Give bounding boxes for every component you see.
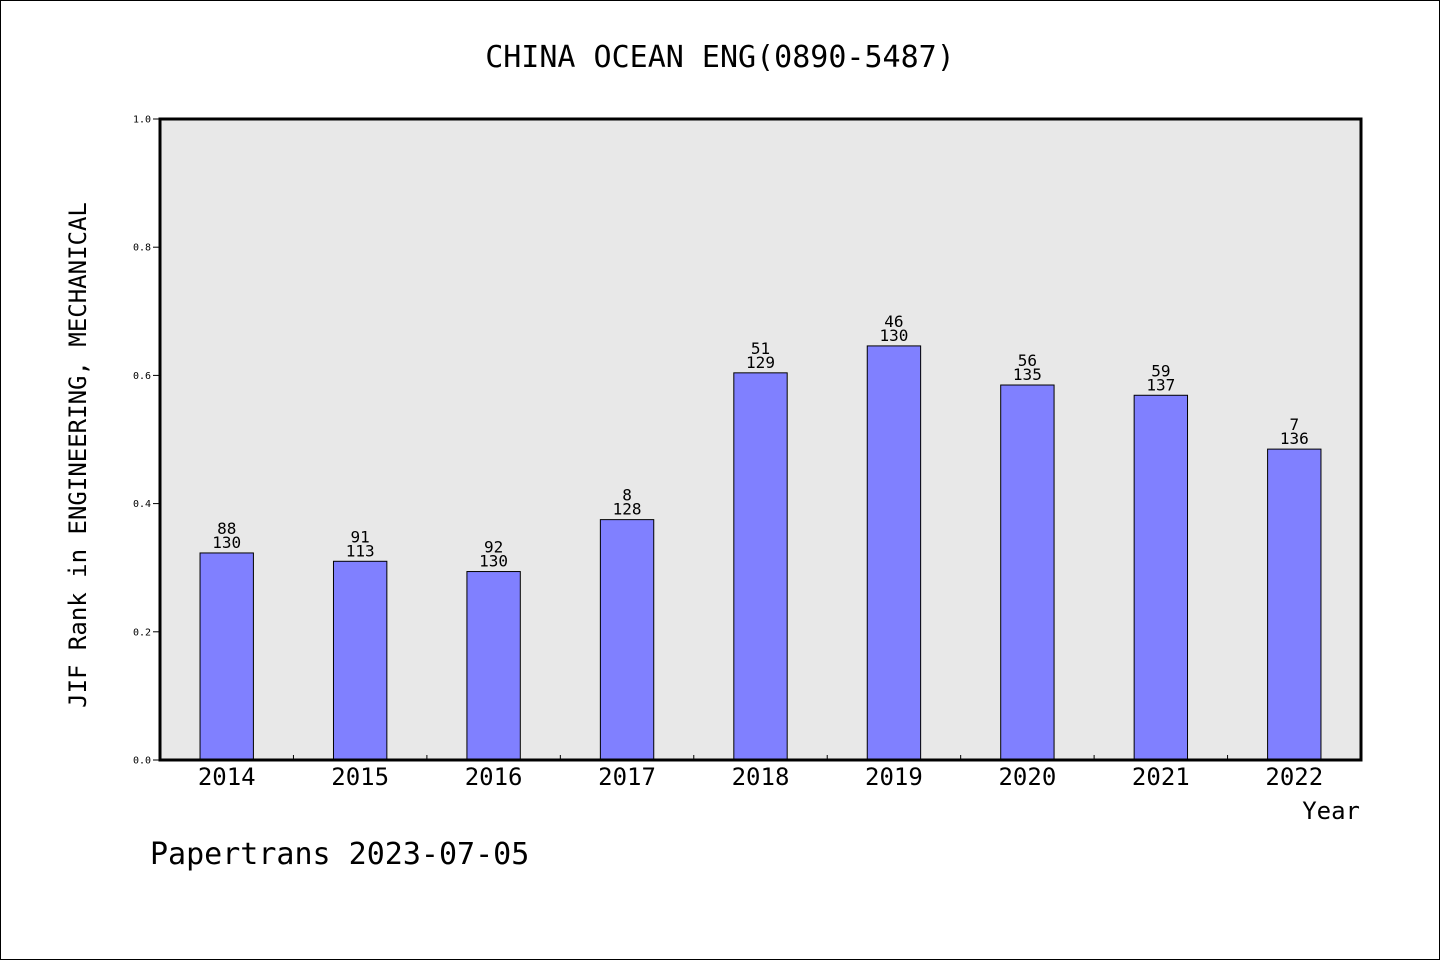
bar <box>1133 394 1189 761</box>
y-tick-label: 0.4 <box>133 499 151 510</box>
footer-text: Papertrans 2023-07-05 <box>150 837 529 872</box>
bar-rank-label: 8 <box>622 486 632 505</box>
y-tick-label: 0.0 <box>133 756 151 767</box>
bar-total-label: 129 <box>746 353 775 372</box>
x-tick-label: 2019 <box>865 763 923 791</box>
bar <box>1267 448 1322 761</box>
y-tick-label: 1.0 <box>133 115 151 126</box>
bar-rank-label: 56 <box>1018 351 1037 370</box>
x-tick-label: 2017 <box>598 763 656 791</box>
bar-rank-label: 91 <box>351 527 370 546</box>
x-tick-label: 2020 <box>998 763 1056 791</box>
bar <box>332 560 388 761</box>
y-axis-label: JIF Rank in ENGINEERING, MECHANICAL <box>64 202 92 708</box>
bar-rank-label: 92 <box>484 538 503 557</box>
x-tick-label: 2016 <box>465 763 523 791</box>
y-axis: 0.0 0.2 0.4 0.6 0.8 1.0 <box>133 115 160 767</box>
chart-title: CHINA OCEAN ENG(0890-5487) <box>485 40 955 75</box>
x-tick-label: 2021 <box>1132 763 1190 791</box>
bar-total-label: 130 <box>479 552 508 571</box>
bar-total-label: 135 <box>1013 365 1042 384</box>
x-tick-label: 2015 <box>331 763 389 791</box>
x-tick-label: 2018 <box>732 763 790 791</box>
bar-rank-label: 59 <box>1151 361 1170 380</box>
bar <box>199 552 254 761</box>
plot-border <box>158 117 1363 762</box>
bar <box>866 345 922 761</box>
bar-total-label: 128 <box>613 500 642 519</box>
x-tick-label: 2022 <box>1265 763 1323 791</box>
bar <box>733 372 788 761</box>
x-tick-label: 2014 <box>198 763 256 791</box>
bar-rank-label: 88 <box>217 519 236 538</box>
y-tick-label: 0.8 <box>133 243 151 254</box>
bar-total-label: 136 <box>1280 429 1309 448</box>
y-tick-label: 0.2 <box>133 627 151 638</box>
bar-total-label: 113 <box>346 541 375 560</box>
bar-rank-label: 51 <box>751 339 770 358</box>
bar <box>1000 384 1055 761</box>
bar-total-label: 130 <box>879 326 908 345</box>
y-tick-label: 0.6 <box>133 371 151 382</box>
bar <box>466 571 521 761</box>
x-axis: 2014 2015 2016 2017 2018 2019 2020 2021 2022 <box>198 755 1323 791</box>
bar-total-label: 137 <box>1146 375 1175 394</box>
bar-total-label: 130 <box>212 533 241 552</box>
x-axis-label: Year <box>1302 797 1360 825</box>
bar <box>599 519 655 761</box>
bar-rank-label: 7 <box>1289 415 1299 434</box>
bar-rank-label: 46 <box>884 312 903 331</box>
